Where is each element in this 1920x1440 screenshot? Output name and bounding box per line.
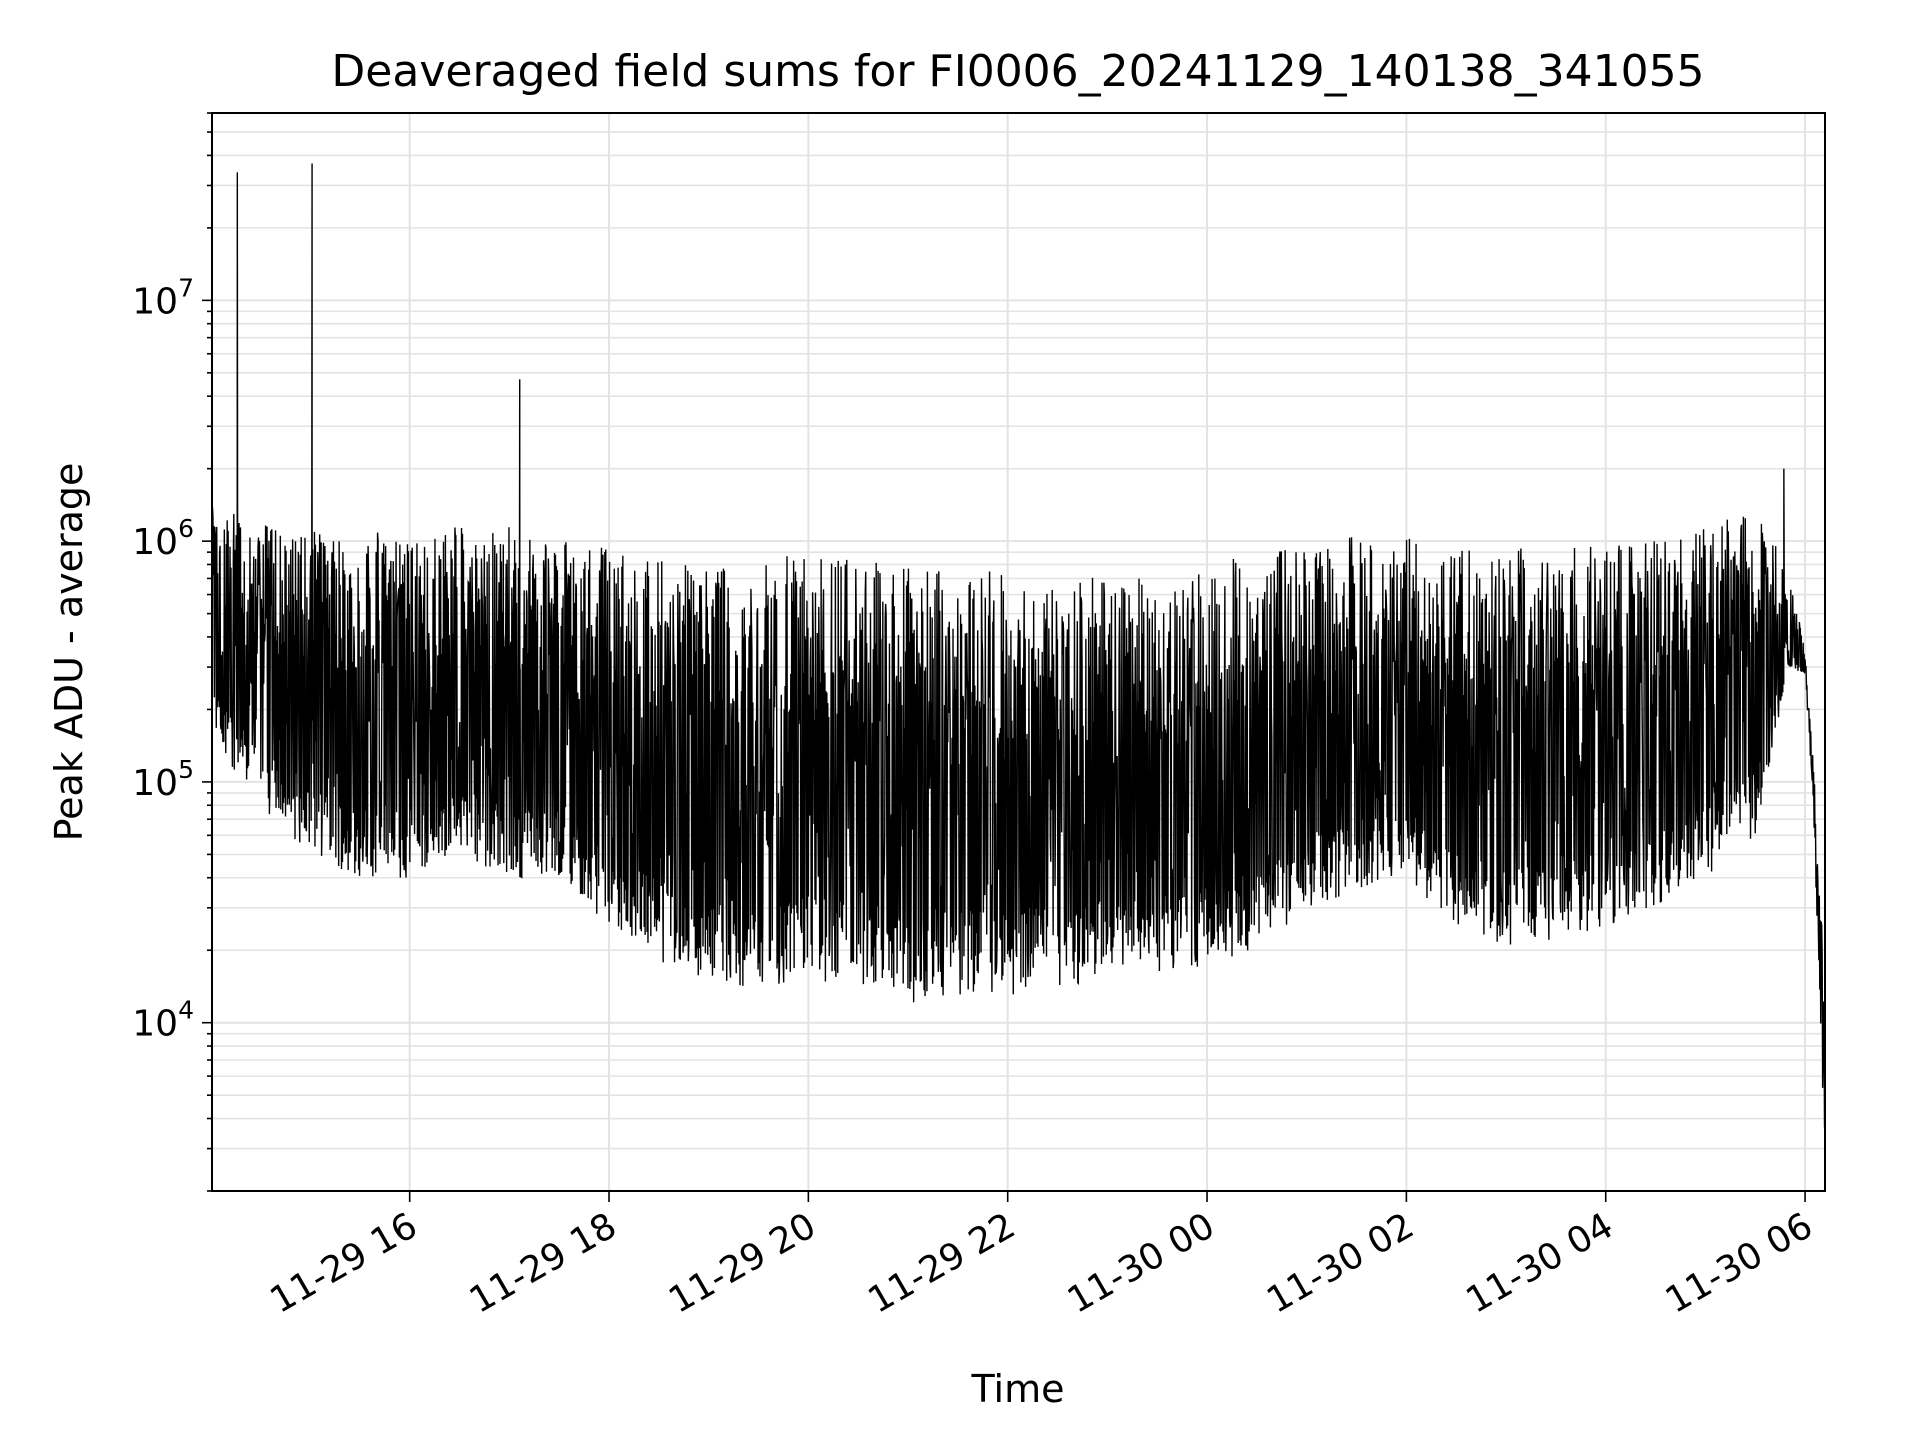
y-tick-label: 104 <box>132 996 194 1045</box>
series-line <box>211 163 1826 1128</box>
plot-frame <box>211 112 1826 1192</box>
x-axis-label: Time <box>971 1367 1065 1411</box>
y-tick-label: 106 <box>132 514 194 563</box>
y-tick-label: 107 <box>132 273 194 322</box>
y-tick-label: 105 <box>132 755 194 804</box>
chart-title: Deaveraged field sums for FI0006_2024112… <box>331 46 1704 97</box>
y-axis-label: Peak ADU - average <box>47 463 91 842</box>
plot-area <box>211 163 1826 1128</box>
